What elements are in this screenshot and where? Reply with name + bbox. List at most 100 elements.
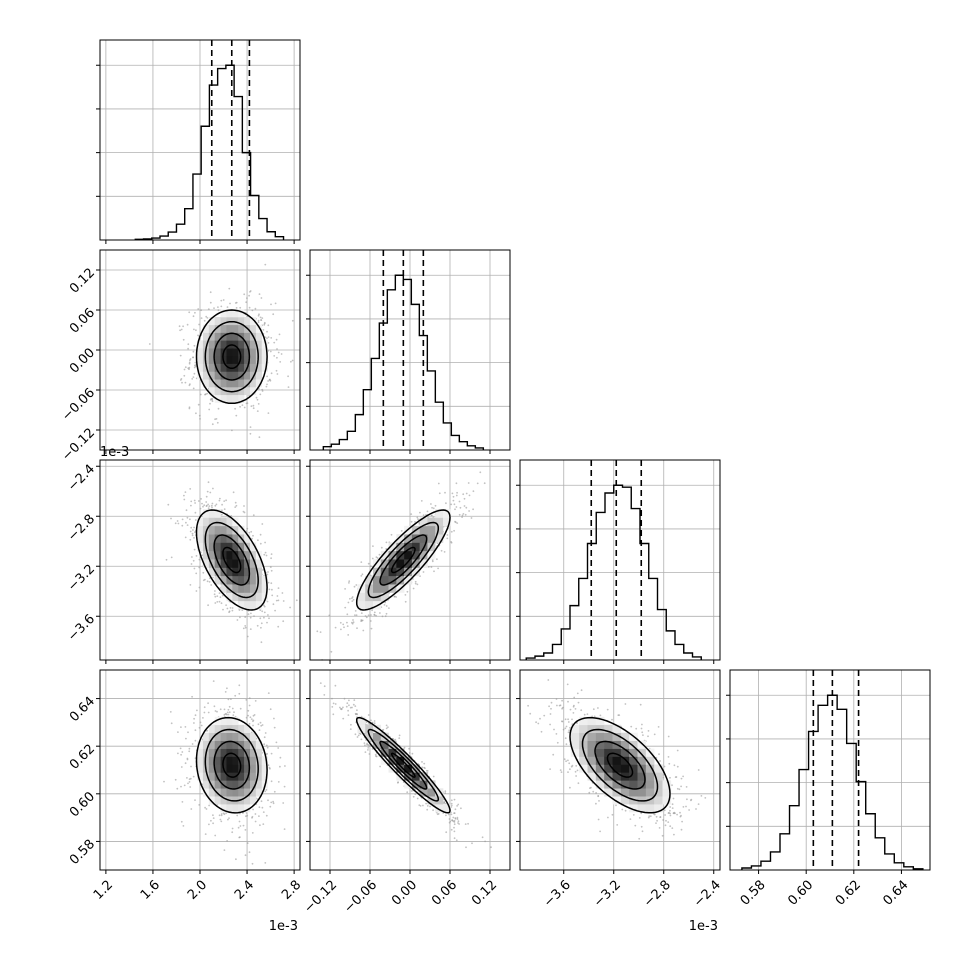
sample-point — [200, 309, 203, 312]
sample-point — [270, 372, 273, 375]
density-cell — [226, 340, 233, 349]
sample-point — [267, 342, 270, 344]
sample-point — [268, 588, 271, 591]
sample-point — [163, 780, 165, 783]
sample-point — [276, 356, 278, 359]
sample-point — [180, 753, 183, 756]
density-cell — [226, 332, 233, 341]
density-cell — [244, 600, 251, 610]
sample-point — [251, 816, 253, 819]
sample-point — [192, 315, 195, 318]
sample-point — [270, 569, 273, 572]
sample-point — [225, 712, 228, 715]
sample-point — [238, 692, 241, 695]
sample-point — [410, 520, 413, 523]
sample-point — [248, 704, 251, 707]
sample-point — [187, 731, 189, 734]
sample-point — [414, 582, 417, 585]
sample-point — [267, 324, 270, 327]
sample-point — [398, 734, 401, 737]
sample-point — [379, 765, 381, 768]
sample-point — [360, 575, 363, 577]
sample-point — [355, 713, 357, 716]
sample-point — [472, 508, 474, 511]
sample-point — [191, 743, 194, 745]
sample-point — [235, 414, 238, 417]
sample-point — [179, 354, 182, 357]
sample-point — [273, 726, 276, 729]
density-cell — [220, 309, 227, 318]
sample-point — [243, 293, 246, 296]
density-cell — [232, 332, 239, 341]
sample-point — [258, 806, 261, 809]
sample-point — [364, 615, 367, 617]
sample-point — [188, 361, 191, 364]
sample-point — [252, 404, 255, 407]
sample-point — [447, 813, 450, 816]
sample-point — [249, 628, 252, 630]
sample-point — [190, 500, 193, 503]
sample-point — [191, 534, 194, 537]
density-cell — [214, 324, 221, 333]
density-cell — [255, 355, 263, 364]
sample-point — [179, 329, 182, 332]
sample-point — [269, 767, 271, 770]
sample-point — [444, 792, 447, 794]
sample-point — [431, 514, 433, 517]
sample-point — [423, 766, 425, 769]
density-cell — [238, 324, 245, 333]
sample-point — [261, 388, 264, 391]
sample-point — [412, 587, 415, 590]
sample-point — [451, 492, 454, 495]
sample-point — [349, 728, 352, 730]
sample-point — [457, 820, 460, 823]
sample-point — [189, 538, 192, 541]
sample-point — [230, 698, 232, 700]
sample-point — [347, 714, 350, 716]
density-cell — [202, 379, 210, 388]
sample-point — [212, 814, 214, 817]
sample-point — [227, 818, 229, 821]
density-cell — [226, 394, 233, 403]
sample-point — [233, 711, 235, 714]
sample-point — [207, 503, 210, 506]
sample-point — [254, 813, 257, 815]
sample-point — [181, 518, 184, 521]
sample-point — [383, 604, 386, 606]
sample-point — [247, 714, 250, 717]
sample-point — [352, 619, 354, 621]
sample-point — [385, 541, 388, 544]
sample-point — [260, 297, 263, 299]
sample-point — [290, 360, 292, 363]
sample-point — [339, 706, 341, 709]
sample-point — [372, 545, 374, 547]
sample-point — [257, 319, 260, 322]
sample-point — [353, 699, 356, 701]
sample-point — [214, 710, 217, 712]
sample-point — [190, 808, 193, 810]
sample-point — [246, 842, 249, 844]
sample-point — [204, 806, 207, 809]
sample-point — [369, 620, 372, 622]
sample-point — [247, 709, 250, 712]
sample-point — [267, 571, 269, 573]
sample-point — [430, 503, 432, 505]
sample-point — [170, 556, 173, 559]
sample-point — [440, 549, 443, 552]
sample-point — [209, 402, 211, 405]
density-cell — [250, 379, 257, 388]
sample-point — [251, 309, 254, 312]
density-cell — [214, 371, 221, 380]
density-cell — [220, 387, 227, 396]
sample-point — [457, 803, 460, 806]
sample-point — [180, 328, 183, 331]
sample-point — [197, 308, 200, 310]
density-cell — [197, 363, 204, 372]
sample-point — [174, 522, 177, 525]
sample-point — [179, 379, 182, 381]
sample-point — [280, 353, 283, 355]
sample-point — [249, 290, 252, 292]
sample-point — [269, 805, 272, 808]
sample-point — [352, 703, 355, 706]
sample-point — [248, 851, 251, 854]
